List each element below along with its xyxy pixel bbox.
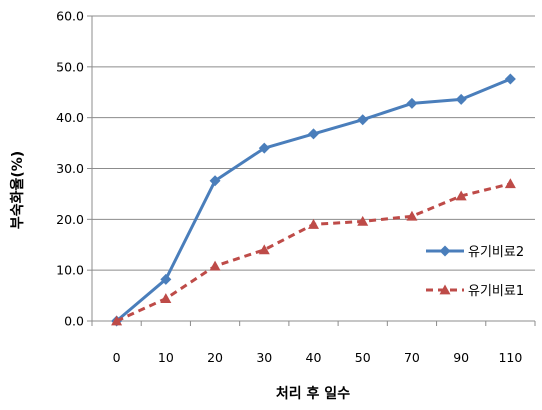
- data-point: [455, 190, 467, 201]
- data-point: [357, 114, 369, 126]
- x-tick-labels: 0 10 20 30 40 50 70 90 110: [113, 350, 523, 365]
- series-2: [111, 178, 516, 326]
- y-tick-label: 40.0: [56, 110, 84, 125]
- data-point: [209, 260, 221, 271]
- data-point: [504, 178, 516, 189]
- x-tick-label: 40: [306, 350, 322, 365]
- y-tick-label: 50.0: [56, 59, 84, 74]
- y-tick-label: 20.0: [56, 212, 84, 227]
- y-tick-labels: 0.0 10.0 20.0 30.0 40.0 50.0 60.0: [56, 9, 84, 329]
- data-point: [357, 215, 369, 226]
- x-tick-label: 90: [453, 350, 469, 365]
- x-tick-label: 30: [256, 350, 272, 365]
- x-tick-label: 70: [404, 350, 420, 365]
- data-point: [406, 97, 418, 109]
- axes: [91, 16, 536, 326]
- x-tick-label: 10: [158, 350, 174, 365]
- data-point: [258, 244, 270, 255]
- y-tick-label: 60.0: [56, 9, 84, 24]
- legend-label: 유기비료2: [468, 245, 524, 260]
- legend-swatch-marker: [439, 245, 451, 257]
- x-tick-label: 0: [113, 350, 121, 365]
- data-point: [308, 218, 319, 229]
- data-point: [455, 93, 467, 105]
- data-point: [160, 273, 172, 285]
- data-point: [111, 315, 123, 326]
- data-point: [308, 128, 319, 140]
- legend: 유기비료2 유기비료1: [426, 245, 524, 299]
- y-axis-title: 부숙화율(%): [9, 151, 26, 229]
- x-tick-label: 110: [498, 350, 522, 365]
- data-point: [209, 175, 221, 187]
- y-tick-label: 0.0: [64, 314, 84, 329]
- legend-swatch-marker: [439, 284, 451, 295]
- gridlines: [87, 15, 535, 322]
- y-tick-label: 30.0: [56, 161, 84, 176]
- legend-item-series-1: 유기비료2: [426, 245, 524, 260]
- x-tick-label: 20: [207, 350, 223, 365]
- data-point: [406, 210, 418, 221]
- legend-label: 유기비료1: [468, 284, 524, 299]
- y-tick-label: 10.0: [56, 263, 84, 278]
- data-point: [258, 142, 270, 154]
- data-point: [504, 73, 516, 85]
- x-axis-title: 처리 후 일수: [276, 386, 350, 402]
- x-tick-label: 50: [355, 350, 371, 365]
- data-point: [160, 293, 172, 304]
- series: [111, 73, 516, 327]
- legend-item-series-2: 유기비료1: [426, 284, 524, 299]
